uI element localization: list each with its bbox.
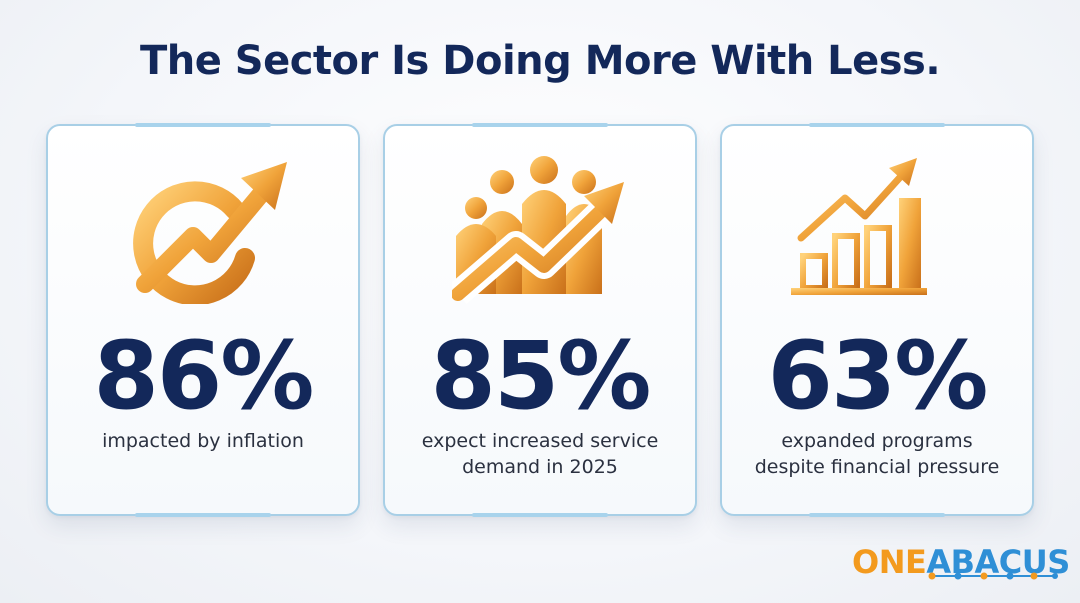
abacus-beads-icon: [928, 572, 1058, 580]
bar-chart-growth-icon: [791, 158, 927, 295]
stat-card-inflation: 86% impacted by inflation: [46, 123, 360, 517]
page-title: The Sector Is Doing More With Less.: [139, 38, 941, 84]
people-growth-icon: [452, 156, 624, 304]
stat-caption: impacted by inflation: [58, 428, 348, 454]
dollar-up-arrow-icon: [133, 162, 287, 304]
caption-line: despite financial pressure: [754, 456, 1000, 478]
stat-card-expanded-programs: 63% expanded programs despite financial …: [720, 123, 1034, 517]
stat-value: 63%: [767, 322, 989, 431]
caption-line: expect increased service: [421, 430, 659, 452]
stat-value: 86%: [93, 322, 315, 431]
brand-logo-part-abacus: ABACUS: [926, 543, 1070, 581]
stat-caption: expanded programs despite financial pres…: [732, 428, 1022, 480]
caption-line: expanded programs: [781, 430, 973, 452]
brand-logo: ONEABACUS: [852, 542, 1070, 592]
caption-line: impacted by inflation: [102, 430, 304, 452]
stat-caption: expect increased service demand in 2025: [395, 428, 685, 480]
stat-value: 85%: [430, 322, 652, 431]
caption-line: demand in 2025: [462, 456, 618, 478]
stat-card-service-demand: 85% expect increased service demand in 2…: [383, 123, 697, 517]
brand-logo-part-one: ONE: [852, 543, 927, 581]
